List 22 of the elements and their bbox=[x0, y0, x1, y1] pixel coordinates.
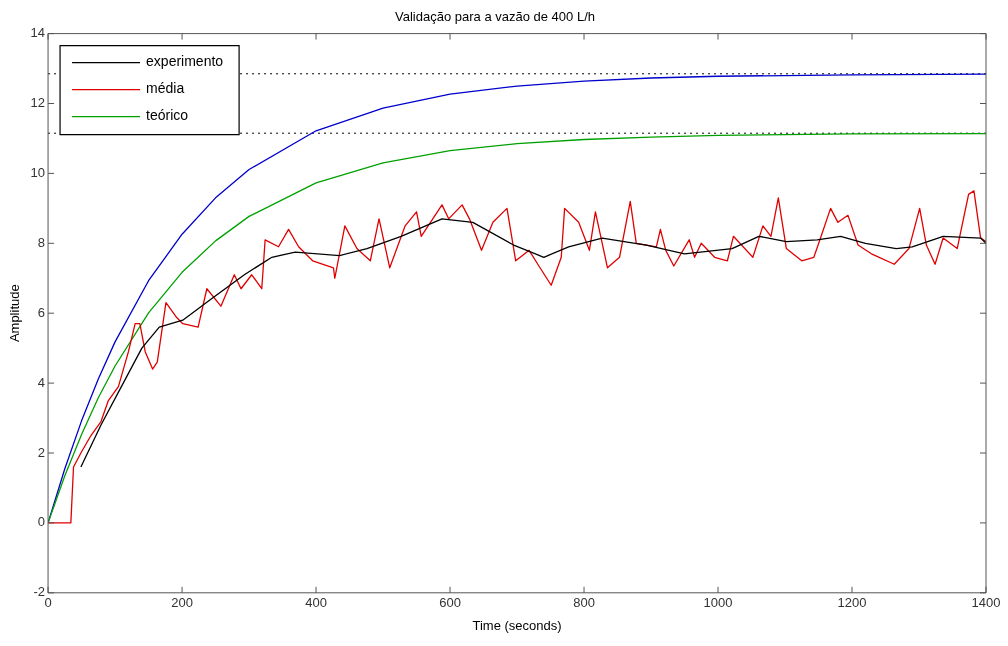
x-tick-label: 800 bbox=[573, 595, 595, 611]
x-tick-label: 200 bbox=[171, 595, 193, 611]
y-tick-label: 8 bbox=[37, 234, 46, 250]
x-tick-label: 1000 bbox=[703, 595, 733, 611]
y-tick-label: 12 bbox=[30, 95, 46, 111]
x-tick-label: 400 bbox=[305, 595, 327, 611]
y-tick-label: 14 bbox=[30, 25, 46, 41]
legend-label: média bbox=[146, 80, 185, 97]
chart-title: Validação para a vazão de 400 L/h bbox=[395, 9, 595, 25]
x-tick-label: 600 bbox=[439, 595, 461, 611]
y-tick-label: 6 bbox=[37, 304, 46, 320]
legend-label: experimento bbox=[146, 53, 224, 70]
y-tick-label: 0 bbox=[37, 514, 46, 530]
y-axis-title: Amplitude bbox=[7, 284, 23, 343]
x-tick-label: 1400 bbox=[971, 595, 1001, 611]
x-axis-title: Time (seconds) bbox=[472, 617, 562, 633]
y-tick-label: 4 bbox=[37, 374, 46, 390]
y-tick-label: 2 bbox=[37, 444, 46, 460]
y-tick-label: 10 bbox=[30, 164, 46, 180]
x-tick-label: 1200 bbox=[837, 595, 867, 611]
y-tick-label: -2 bbox=[33, 584, 46, 600]
legend-label: teórico bbox=[146, 107, 189, 124]
